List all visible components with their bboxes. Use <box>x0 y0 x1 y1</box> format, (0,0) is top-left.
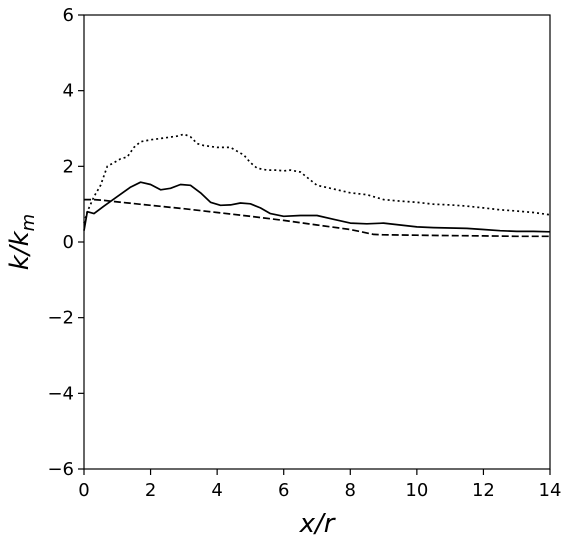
x-tick-label: 2 <box>145 480 156 501</box>
y-tick-label: −6 <box>47 459 74 480</box>
plot-lines <box>83 133 551 238</box>
y-axis-title-subscript: m <box>18 214 39 232</box>
x-tick-label: 12 <box>472 480 495 501</box>
y-tick-label: 4 <box>63 81 74 102</box>
x-tick-label: 4 <box>211 480 222 501</box>
x-axis: 0 2 4 6 8 10 12 14 <box>78 469 561 501</box>
y-axis: 6 4 2 0 −2 −4 −6 <box>47 5 84 480</box>
x-tick-label: 8 <box>345 480 356 501</box>
y-tick-label: 6 <box>63 5 74 26</box>
series-line-dotted <box>83 133 551 224</box>
y-axis-title-main: k/k <box>5 230 35 270</box>
x-tick-label: 14 <box>539 480 562 501</box>
y-tick-label: 2 <box>63 156 74 177</box>
x-axis-title: x/r <box>299 509 337 539</box>
y-axis-title: k/km <box>5 214 39 270</box>
plot-frame <box>83 14 551 470</box>
y-tick-label: −2 <box>47 308 74 329</box>
series-line-dashed <box>84 198 550 238</box>
series-line-solid <box>83 181 551 233</box>
x-tick-label: 6 <box>278 480 289 501</box>
y-tick-label: −4 <box>47 383 74 404</box>
x-tick-label: 0 <box>78 480 89 501</box>
x-tick-label: 10 <box>405 480 428 501</box>
y-tick-label: 0 <box>63 232 74 253</box>
